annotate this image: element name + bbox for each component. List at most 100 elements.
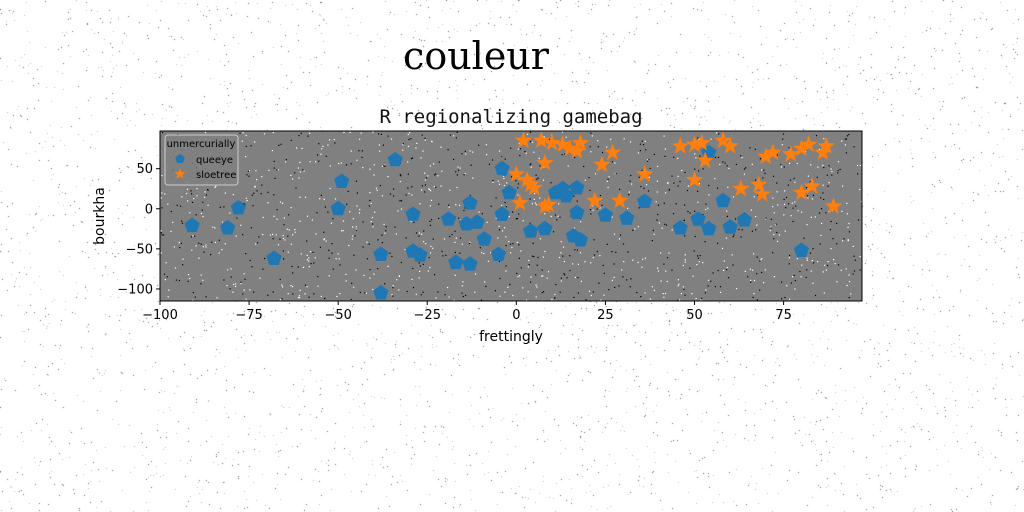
legend-marker-shape bbox=[175, 154, 185, 163]
data-point-sloetree bbox=[539, 195, 558, 213]
data-point-queeye bbox=[441, 211, 457, 226]
x-tick-label: −25 bbox=[414, 308, 441, 323]
x-tick-label: 50 bbox=[686, 308, 703, 323]
data-point-sloetree bbox=[685, 170, 704, 188]
data-markers bbox=[184, 131, 843, 300]
data-point-sloetree bbox=[671, 137, 689, 154]
data-point-queeye bbox=[619, 210, 635, 225]
y-tick-label: 0 bbox=[145, 202, 153, 217]
data-point-sloetree bbox=[782, 145, 800, 162]
data-point-queeye bbox=[569, 179, 585, 195]
data-point-sloetree bbox=[753, 185, 771, 202]
plot-frame bbox=[159, 130, 863, 302]
y-tick-label: −100 bbox=[117, 282, 153, 297]
x-tick-label: 25 bbox=[597, 308, 614, 323]
plot-area bbox=[160, 131, 862, 301]
data-point-queeye bbox=[672, 220, 688, 235]
data-point-sloetree bbox=[749, 175, 768, 193]
legend-marker-queeye bbox=[175, 154, 185, 163]
data-point-sloetree bbox=[536, 153, 554, 171]
x-tick-label: −75 bbox=[235, 308, 262, 323]
data-point-queeye bbox=[230, 200, 246, 215]
data-point-sloetree bbox=[824, 197, 843, 214]
data-point-queeye bbox=[690, 211, 706, 226]
data-point-queeye bbox=[462, 256, 478, 271]
data-point-queeye bbox=[494, 160, 510, 176]
x-tick-label: 75 bbox=[775, 308, 792, 323]
legend-marker-sloetree bbox=[174, 168, 186, 179]
data-point-queeye bbox=[330, 200, 346, 216]
data-point-sloetree bbox=[714, 131, 732, 149]
legend-title: unmercurially bbox=[167, 139, 236, 150]
data-point-queeye bbox=[462, 195, 478, 210]
data-point-sloetree bbox=[561, 139, 579, 157]
data-point-queeye bbox=[597, 207, 613, 222]
legend-label-sloetree: sloetree bbox=[196, 170, 236, 181]
data-point-queeye bbox=[266, 250, 282, 265]
data-point-sloetree bbox=[792, 183, 811, 201]
data-point-sloetree bbox=[593, 155, 611, 173]
x-tick-label: −50 bbox=[324, 308, 351, 323]
legend-marker-shape bbox=[174, 168, 186, 179]
data-point-queeye bbox=[715, 192, 731, 208]
data-point-sloetree bbox=[610, 191, 629, 209]
chart-title: R regionalizing gamebag bbox=[379, 106, 642, 128]
data-point-queeye bbox=[373, 285, 389, 300]
data-point-sloetree bbox=[553, 135, 572, 153]
data-point-queeye bbox=[793, 242, 809, 257]
data-point-sloetree bbox=[521, 175, 540, 193]
data-point-queeye bbox=[373, 246, 389, 261]
data-point-sloetree bbox=[692, 133, 711, 151]
data-point-queeye bbox=[405, 206, 421, 221]
data-point-queeye bbox=[469, 214, 485, 229]
data-point-queeye bbox=[334, 173, 350, 188]
data-point-queeye bbox=[572, 232, 589, 247]
data-point-sloetree bbox=[799, 135, 818, 153]
data-point-sloetree bbox=[507, 165, 526, 182]
data-point-sloetree bbox=[732, 179, 750, 197]
data-point-sloetree bbox=[518, 170, 536, 188]
x-tick-label: −100 bbox=[142, 308, 178, 323]
data-point-sloetree bbox=[525, 178, 543, 196]
data-point-queeye bbox=[722, 219, 738, 234]
data-point-queeye bbox=[523, 223, 539, 238]
data-point-queeye bbox=[537, 220, 553, 236]
data-point-sloetree bbox=[603, 143, 622, 161]
data-point-sloetree bbox=[511, 194, 529, 211]
data-point-sloetree bbox=[568, 141, 586, 159]
legend: unmercurially queeye sloetree bbox=[164, 134, 239, 186]
y-axis-label: bourkha bbox=[92, 187, 108, 245]
data-point-queeye bbox=[184, 217, 200, 233]
data-point-queeye bbox=[220, 220, 236, 235]
legend-label-queeye: queeye bbox=[196, 155, 233, 166]
data-point-queeye bbox=[387, 151, 403, 167]
data-point-queeye bbox=[558, 188, 574, 203]
data-point-queeye bbox=[494, 206, 510, 221]
data-point-sloetree bbox=[696, 151, 714, 169]
data-point-sloetree bbox=[757, 147, 775, 165]
data-point-queeye bbox=[701, 220, 717, 236]
data-point-sloetree bbox=[721, 137, 739, 154]
data-point-queeye bbox=[736, 212, 752, 227]
data-point-queeye bbox=[501, 184, 517, 200]
data-point-sloetree bbox=[817, 137, 836, 154]
data-point-sloetree bbox=[685, 135, 704, 153]
data-point-sloetree bbox=[635, 165, 654, 182]
y-tick-label: 50 bbox=[136, 162, 153, 177]
data-point-sloetree bbox=[571, 133, 590, 151]
data-point-sloetree bbox=[543, 133, 561, 151]
data-point-sloetree bbox=[514, 131, 533, 149]
data-point-sloetree bbox=[532, 131, 550, 149]
data-point-queeye bbox=[448, 254, 464, 269]
x-tick-label: 0 bbox=[512, 308, 520, 323]
data-point-queeye bbox=[412, 247, 428, 262]
data-point-queeye bbox=[637, 193, 653, 208]
figure-suptitle: couleur bbox=[403, 34, 549, 78]
data-point-sloetree bbox=[586, 191, 604, 209]
data-point-queeye bbox=[569, 204, 585, 220]
data-point-sloetree bbox=[803, 177, 821, 194]
data-point-queeye bbox=[490, 246, 507, 261]
data-point-sloetree bbox=[792, 139, 811, 157]
x-axis-label: frettingly bbox=[479, 329, 543, 345]
